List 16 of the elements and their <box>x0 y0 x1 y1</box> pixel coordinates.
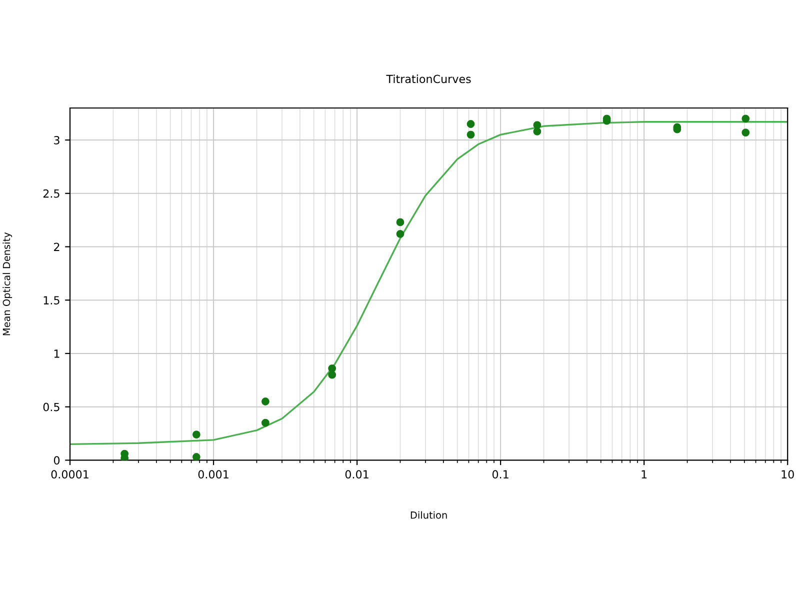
y-axis-title: Mean Optical Density <box>2 232 12 336</box>
y-tick-label: 2 <box>54 242 60 251</box>
chart-title: TitrationCurves <box>386 74 471 84</box>
x-tick-label: 1 <box>642 470 647 478</box>
x-tick-label: 10 <box>782 470 794 479</box>
x-axis-title: Dilution <box>410 511 447 519</box>
y-tick-label: 0 <box>54 456 60 465</box>
x-tick-label: 0.01 <box>345 470 368 479</box>
x-tick-label: 0.0001 <box>51 470 88 479</box>
y-tick-label: 1.5 <box>44 296 60 304</box>
y-tick-label: 2.5 <box>43 189 60 198</box>
y-tick-label: 3 <box>54 136 60 144</box>
x-tick-label: 0.001 <box>198 470 228 479</box>
y-tick-label: 0.5 <box>43 402 60 412</box>
y-tick-label: 1 <box>54 350 60 358</box>
x-tick-label: 0.1 <box>492 470 508 479</box>
